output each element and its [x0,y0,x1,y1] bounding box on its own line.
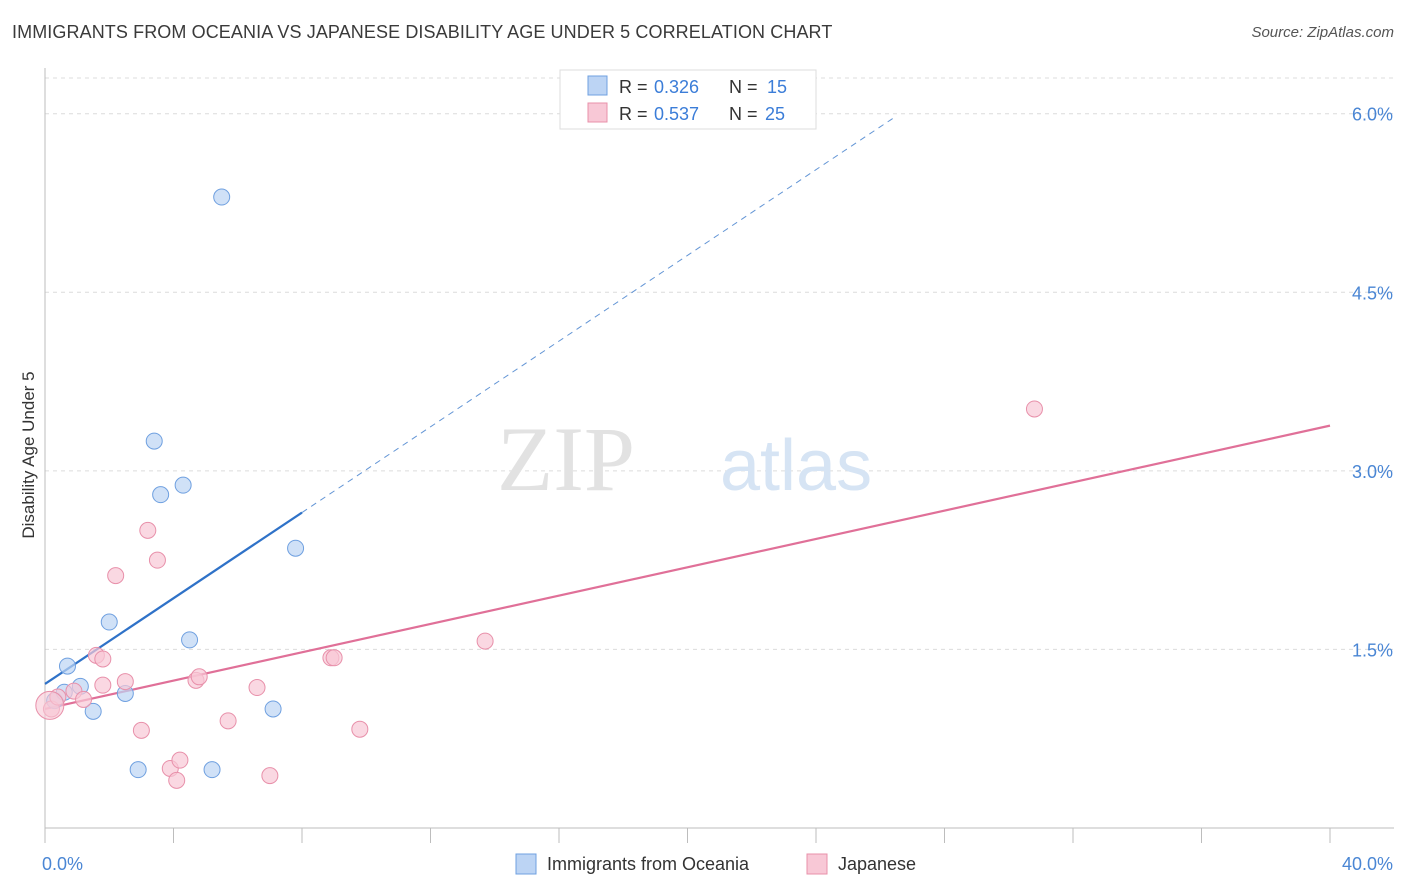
watermark-atlas: atlas [720,426,872,506]
legend-label-japanese: Japanese [838,854,916,874]
legend-swatch-japanese [806,853,828,875]
point-japanese [139,521,157,539]
point-oceania [84,702,102,720]
point-japanese [171,751,189,769]
point-oceania [181,631,199,649]
point-japanese [261,767,279,785]
stats-r-label: R = [619,77,648,97]
point-oceania [213,188,231,206]
axes [44,68,1394,843]
point-japanese [116,673,134,691]
y-tick-label: 6.0% [1352,105,1393,125]
point-japanese [219,712,237,730]
y-tick-label: 4.5% [1352,283,1393,303]
stats-swatch-oceania [587,75,608,96]
point-oceania [58,657,76,675]
stats-r-value: 0.537 [654,104,699,124]
stats-legend: R = 0.326 N = 15 R = 0.537 N = 25 [559,69,817,130]
point-japanese [94,676,112,694]
point-japanese-cluster [35,690,65,720]
point-oceania [264,700,282,718]
trend-line-dashed-0 [301,115,897,513]
point-japanese [190,668,208,686]
point-oceania [100,613,118,631]
point-oceania [145,432,163,450]
point-japanese [351,720,369,738]
point-japanese [168,771,186,789]
point-japanese [476,632,494,650]
stats-n-label: N = [729,104,758,124]
y-tick-label: 3.0% [1352,462,1393,482]
trend-lines [44,115,1331,711]
point-oceania [287,539,305,557]
stats-n-label: N = [729,77,758,97]
x-tick-label: 40.0% [1342,854,1393,874]
x-tick-label: 0.0% [42,854,83,874]
point-oceania [129,761,147,779]
point-oceania [203,761,221,779]
stats-swatch-japanese [587,102,608,123]
stats-r-value: 0.326 [654,77,699,97]
point-oceania [174,476,192,494]
point-japanese [107,567,125,585]
trend-line-0 [44,511,303,685]
trend-line-1 [44,424,1331,711]
legend-label-oceania: Immigrants from Oceania [547,854,750,874]
bottom-legend: Immigrants from Oceania Japanese [515,853,916,875]
point-japanese [94,650,112,668]
point-japanese [148,551,166,569]
stats-n-value: 15 [767,77,787,97]
tick-labels: 1.5% 3.0% 4.5% 6.0% 0.0% 40.0% [42,105,1393,874]
y-tick-label: 1.5% [1352,640,1393,660]
point-japanese [248,679,266,697]
source-label: Source: ZipAtlas.com [1251,24,1394,41]
data-points [35,188,1043,789]
point-japanese [75,690,93,708]
watermark-zip: ZIP [497,408,635,510]
point-japanese [132,721,150,739]
grid-lines [45,77,1394,650]
chart-title: IMMIGRANTS FROM OCEANIA VS JAPANESE DISA… [12,22,833,42]
watermark: ZIP atlas [497,408,872,510]
stats-n-value: 25 [765,104,785,124]
legend-swatch-oceania [515,853,537,875]
point-oceania [152,486,170,504]
point-japanese [325,649,343,667]
point-japanese [1025,400,1043,418]
stats-r-label: R = [619,104,648,124]
